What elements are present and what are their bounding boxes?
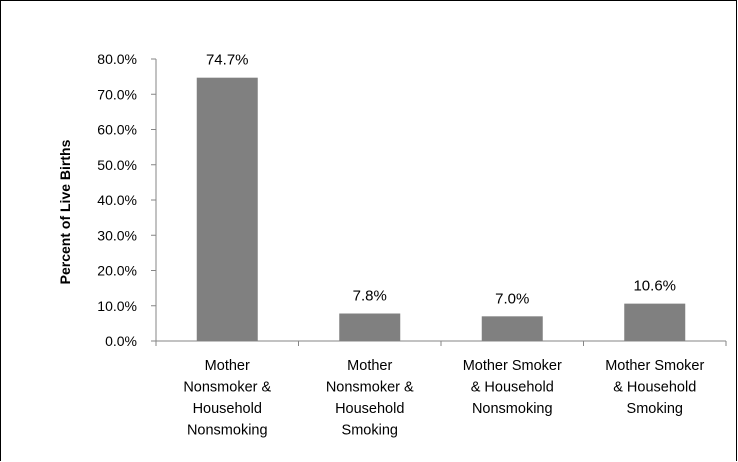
category-label: Mother Nonsmoker & Household Nonsmoking [183,358,271,439]
y-tick-label: 40.0% [97,192,137,208]
y-tick-label: 20.0% [97,263,137,279]
y-tick-label: 10.0% [97,298,137,314]
category-label: Mother Nonsmoker & Household Smoking [326,358,414,439]
y-tick-label: 0.0% [105,333,137,349]
y-tick-label: 30.0% [97,227,137,243]
y-tick-label: 60.0% [97,122,137,138]
data-label: 7.8% [353,288,387,305]
bar [481,316,543,341]
y-tick-label: 50.0% [97,157,137,173]
bar [339,313,401,341]
y-tick-label: 70.0% [97,86,137,102]
bar [196,77,258,342]
data-label: 10.6% [633,278,676,295]
y-axis-title: Percent of Live Births [57,139,73,284]
y-tick-label: 80.0% [97,51,137,67]
category-label: Mother Smoker & Household Nonsmoking [463,358,562,417]
category-label: Mother Smoker & Household Smoking [605,358,704,417]
data-label: 74.7% [206,52,249,69]
bar [624,303,686,341]
data-label: 7.0% [495,290,529,307]
